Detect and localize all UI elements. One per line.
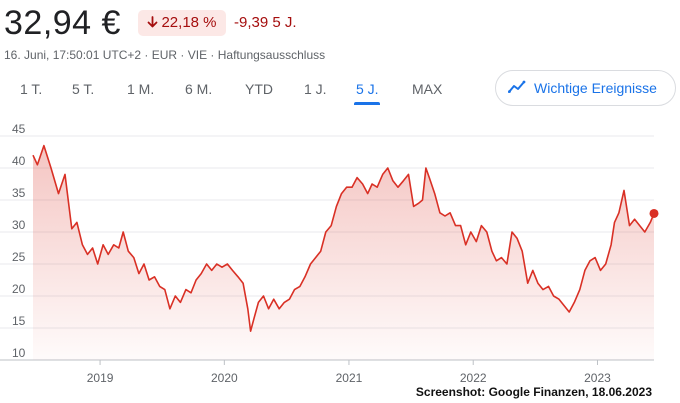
x-tick-label: 2022: [460, 371, 487, 385]
tab-1-year[interactable]: 1 J.: [304, 81, 327, 97]
tab-max[interactable]: MAX: [412, 81, 443, 97]
percent-change-badge: 22,18 %: [138, 10, 226, 36]
active-tab-indicator: [354, 102, 380, 105]
y-tick-label: 20: [12, 282, 26, 296]
x-tick-label: 2020: [211, 371, 238, 385]
y-tick-label: 15: [12, 314, 26, 328]
change-period: 5 J.: [272, 14, 297, 31]
trend-line-icon: [508, 80, 526, 97]
current-price: 32,94 €: [4, 4, 121, 42]
x-tick-label: 2021: [336, 371, 363, 385]
tab-ytd[interactable]: YTD: [245, 81, 273, 97]
tab-1-month[interactable]: 1 M.: [127, 81, 155, 97]
price-series-line: [32, 144, 655, 332]
tab-5-days[interactable]: 5 T.: [72, 81, 95, 97]
y-tick-label: 30: [12, 218, 26, 232]
tab-1-day[interactable]: 1 T.: [20, 81, 43, 97]
key-events-label: Wichtige Ereignisse: [534, 80, 657, 96]
tab-5-years[interactable]: 5 J.: [356, 81, 379, 97]
y-tick-label: 45: [12, 122, 26, 136]
absolute-change-value: -9,39: [234, 14, 269, 31]
x-tick-label: 2023: [584, 371, 611, 385]
tab-6-months[interactable]: 6 M.: [185, 81, 213, 97]
quote-meta: 16. Juni, 17:50:01 UTC+2 · EUR · VIE · H…: [4, 48, 326, 62]
y-tick-label: 25: [12, 250, 26, 264]
percent-change-value: 22,18 %: [161, 14, 217, 31]
y-tick-label: 40: [12, 154, 26, 168]
key-events-button[interactable]: Wichtige Ereignisse: [495, 70, 676, 106]
arrow-down-icon: [147, 10, 158, 36]
x-tick-label: 2019: [87, 371, 114, 385]
screenshot-credit: Screenshot: Google Finanzen, 18.06.2023: [415, 385, 652, 399]
current-price-marker: [649, 208, 659, 218]
y-tick-label: 10: [12, 346, 26, 360]
y-tick-label: 35: [12, 186, 26, 200]
absolute-change: -9,39 5 J.: [234, 10, 297, 36]
price-area-fill: [33, 145, 654, 360]
